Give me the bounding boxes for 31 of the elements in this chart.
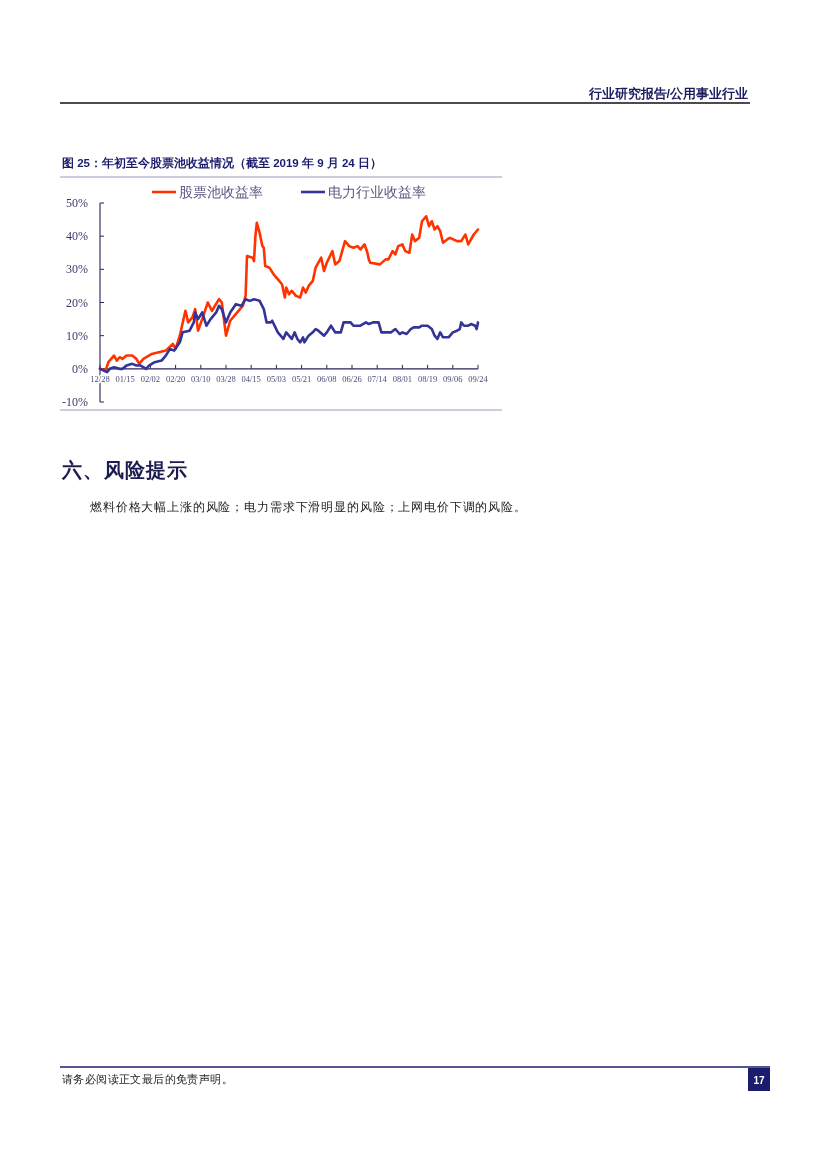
text: 六、风险提示	[61, 459, 188, 481]
x-tick-label: 03/28	[216, 373, 236, 384]
line-series	[98, 297, 480, 374]
x-tick-label: 02/20	[165, 373, 186, 384]
text: 燃料价格大幅上涨的风险；电力需求下滑明显的风险；上网电价下调的风险。	[90, 500, 527, 514]
x-tick-label: 08/01	[392, 373, 413, 384]
text: 17	[753, 1075, 765, 1086]
chart-title: 图 25：年初至今股票池收益情况（截至 2019 年 9 月 24 日）	[62, 156, 382, 170]
y-tick-label: 30%	[66, 262, 88, 277]
text: 请务必阅读正文最后的免责声明。	[62, 1073, 233, 1085]
legend-label: 电力行业收益率	[328, 184, 426, 200]
x-tick-label: 07/14	[367, 373, 388, 384]
x-tick-label: 06/26	[342, 373, 362, 384]
y-tick-label: 10%	[66, 328, 88, 343]
text: 行业研究报告/公用事业行业	[587, 86, 748, 101]
x-tick-label: 05/21	[291, 373, 312, 384]
y-tick-label: 20%	[66, 295, 88, 310]
y-tick-label: 0%	[72, 361, 88, 376]
x-tick-label: 04/15	[241, 373, 261, 384]
y-tick-label: 50%	[66, 196, 88, 210]
y-tick-label: -10%	[62, 395, 88, 409]
x-tick-label: 05/03	[266, 373, 287, 384]
x-tick-label: 01/15	[115, 373, 135, 384]
y-tick-label: 40%	[66, 229, 88, 244]
x-tick-label: 09/24	[468, 373, 489, 384]
x-tick-label: 03/10	[191, 373, 211, 384]
x-tick-label: 02/02	[140, 373, 161, 384]
legend-label: 股票池收益率	[179, 184, 263, 200]
x-tick-label: 06/08	[317, 373, 337, 384]
x-tick-label: 08/19	[417, 373, 438, 384]
x-tick-label: 09/06	[443, 373, 463, 384]
